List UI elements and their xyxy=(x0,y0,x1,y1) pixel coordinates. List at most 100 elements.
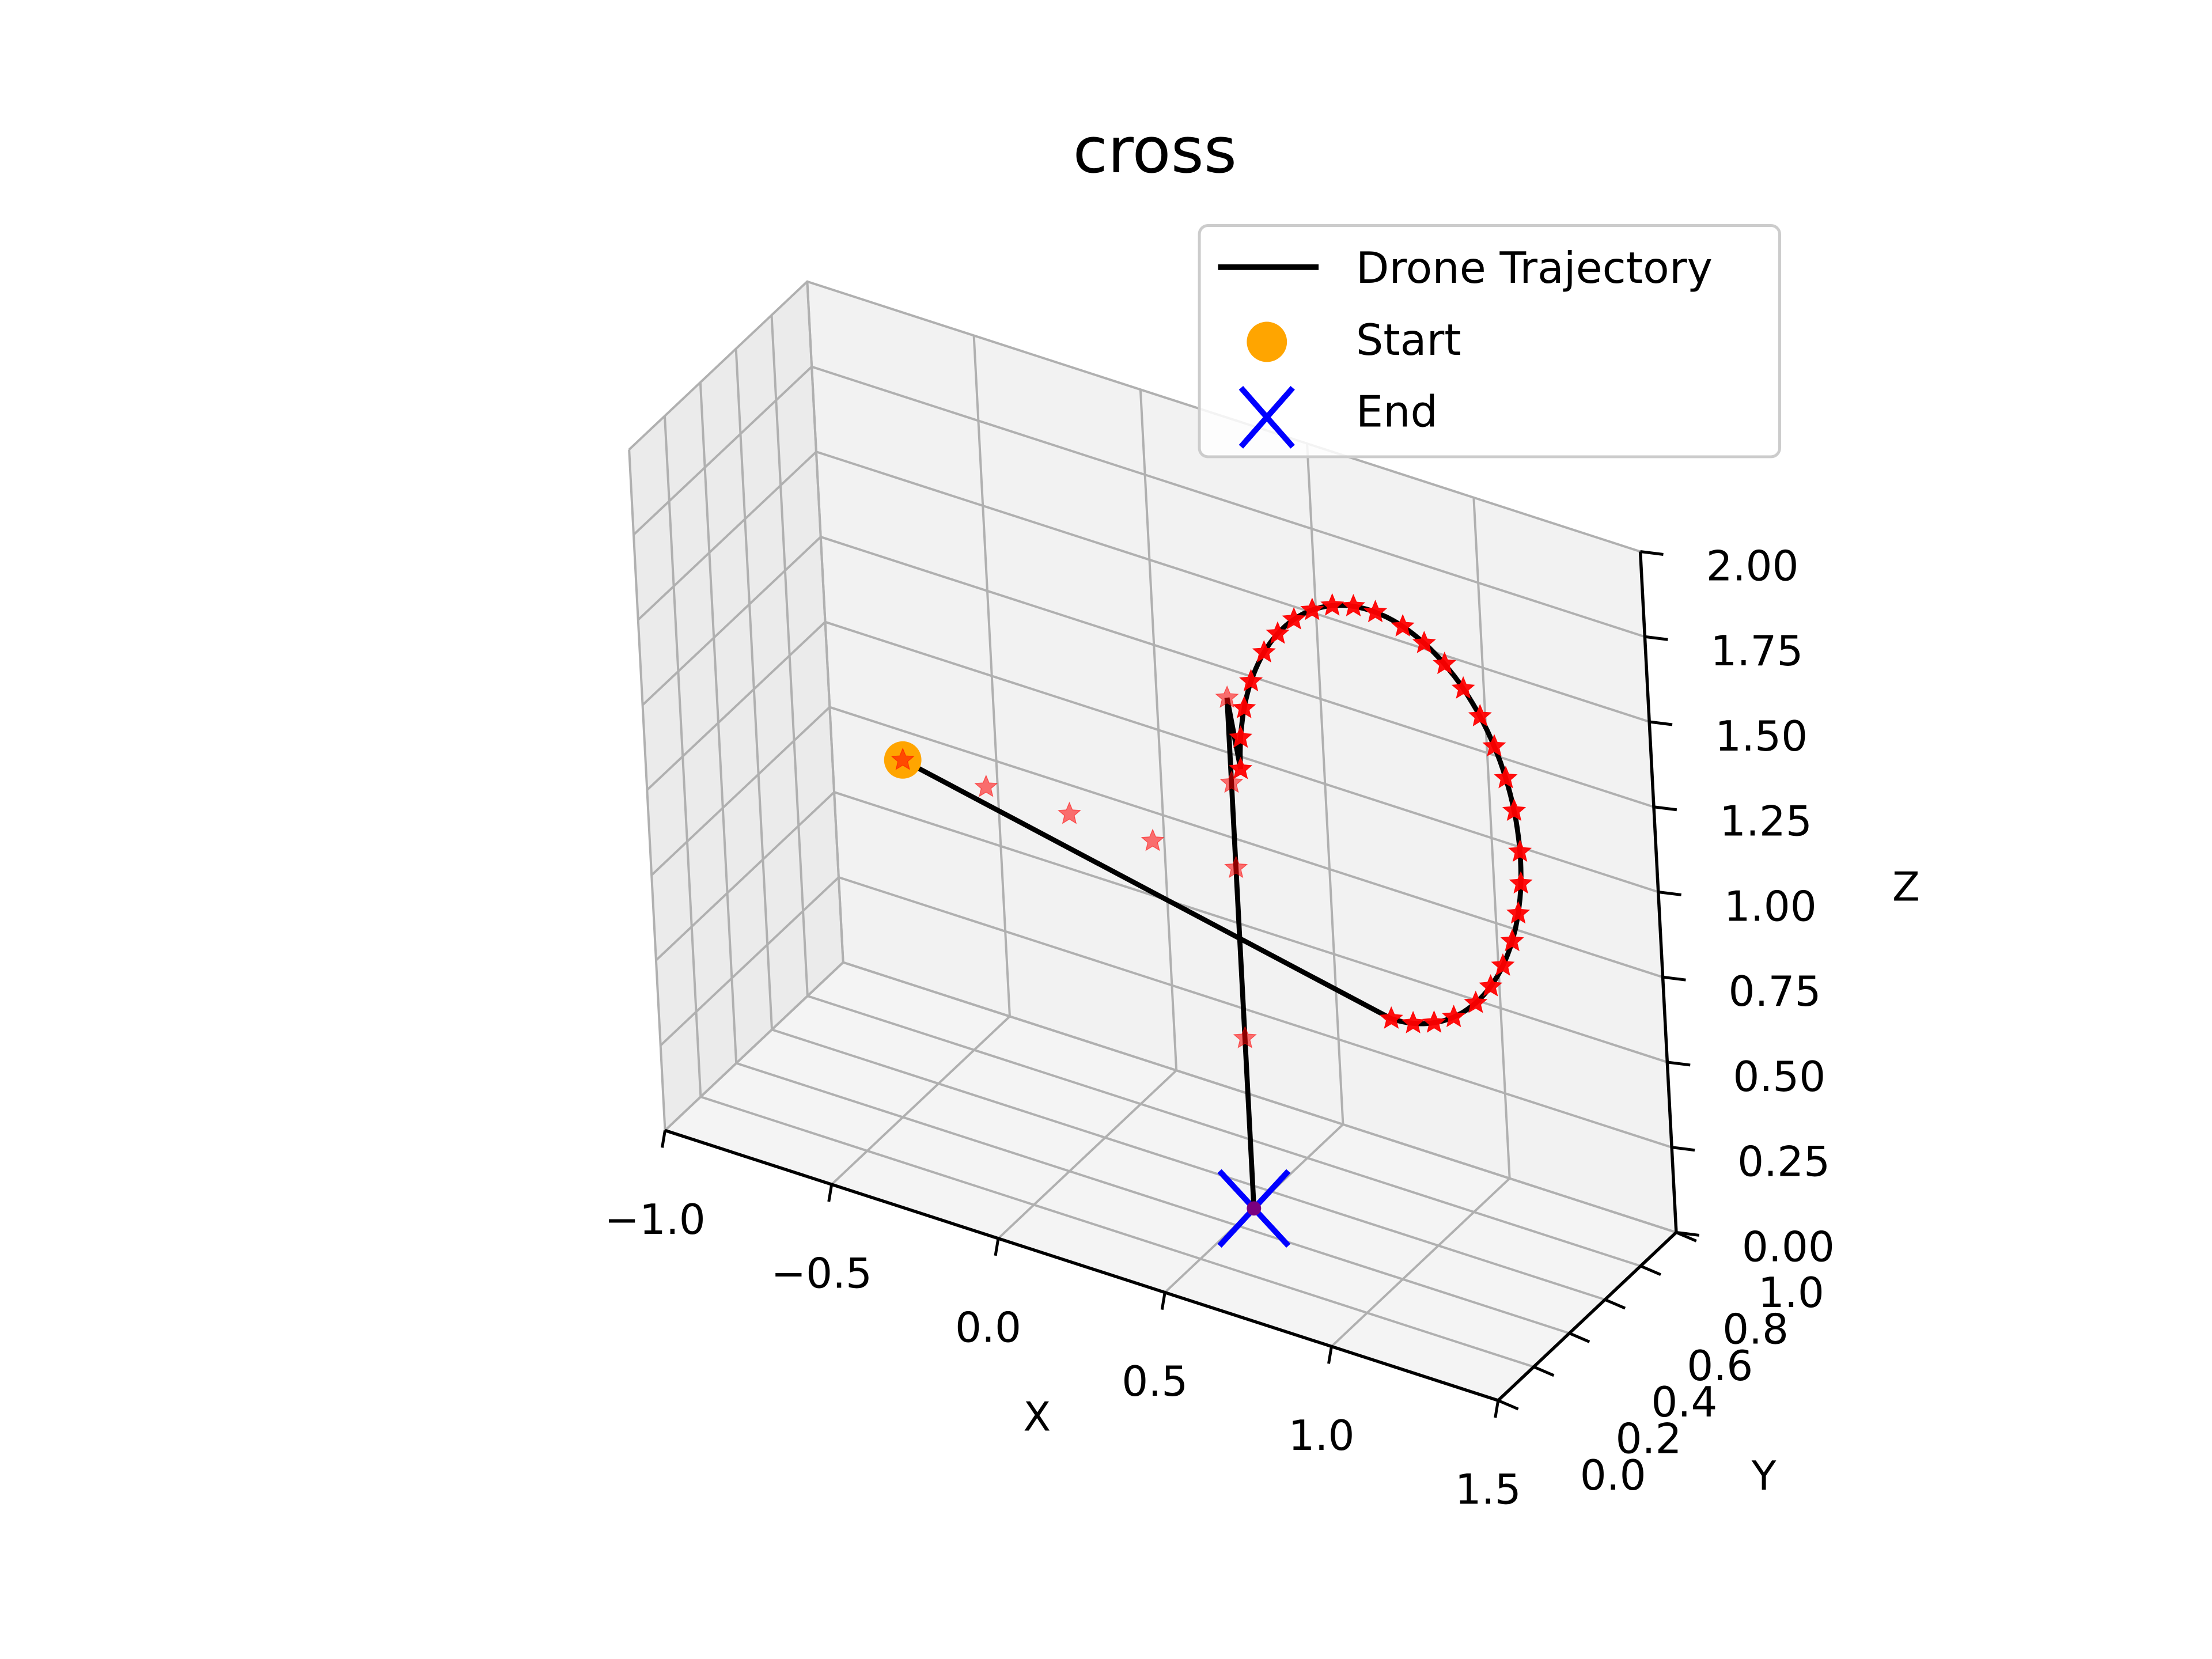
x-tick-label: 0.5 xyxy=(1122,1358,1188,1406)
waypoint-star xyxy=(1379,1006,1403,1029)
waypoint-star xyxy=(1215,685,1239,708)
z-tick-label: 1.00 xyxy=(1724,882,1817,931)
waypoint-star xyxy=(1363,600,1388,623)
y-axis-label: Y xyxy=(1751,1453,1777,1499)
x-tick-label: 1.0 xyxy=(1289,1412,1355,1460)
waypoint-star xyxy=(1057,801,1081,824)
waypoint-star xyxy=(1479,974,1503,997)
waypoint-star xyxy=(1433,652,1457,675)
z-axis-label: Z xyxy=(1892,863,1920,910)
y-tick xyxy=(1497,1399,1519,1411)
waypoint-star xyxy=(1239,669,1263,692)
grid-line-z xyxy=(632,365,1645,638)
x-tick xyxy=(661,1130,666,1148)
grid-line-z xyxy=(664,961,1677,1234)
waypoint-star xyxy=(1229,756,1253,779)
waypoint-star xyxy=(1502,798,1527,821)
waypoint-star xyxy=(1219,770,1244,793)
y-tick-label: 1.0 xyxy=(1758,1269,1824,1317)
waypoint-star xyxy=(1494,766,1518,789)
legend-label-start: Start xyxy=(1356,315,1461,365)
waypoint-star xyxy=(1320,593,1344,616)
z-tick-label: 0.75 xyxy=(1729,968,1821,1016)
y-tick-label: 0.8 xyxy=(1722,1305,1789,1354)
z-tick-label: 0.50 xyxy=(1733,1053,1825,1101)
y-tick xyxy=(1640,1264,1661,1277)
z-tick-label: 1.25 xyxy=(1719,798,1812,846)
waypoint-star xyxy=(1509,871,1533,894)
waypoint-star xyxy=(1232,696,1256,718)
legend: Drone Trajectory Start End xyxy=(1198,224,1781,459)
y-tick xyxy=(1569,1332,1590,1343)
waypoint-star xyxy=(1442,1005,1466,1028)
z-tick xyxy=(1640,550,1664,556)
axis-lines: −1.0−0.50.00.51.01.5 0.00.20.40.60.81.00.… xyxy=(604,542,1835,1514)
grid-line-z xyxy=(650,706,1664,979)
z-tick xyxy=(1649,720,1673,726)
end-marker-center xyxy=(1247,1201,1262,1216)
waypoint-star xyxy=(1401,1010,1425,1033)
waypoint-star xyxy=(1233,1025,1257,1048)
z-tick-label: 0.25 xyxy=(1737,1138,1830,1187)
x-axis-line xyxy=(664,1128,1499,1402)
x-axis-label: X xyxy=(1023,1394,1051,1441)
y-tick xyxy=(1604,1298,1626,1310)
x-tick-label: 1.5 xyxy=(1455,1466,1521,1514)
x-tick xyxy=(1160,1292,1166,1310)
waypoint-star xyxy=(1422,1010,1446,1033)
x-tick xyxy=(994,1238,1000,1256)
waypoint-star xyxy=(974,774,998,797)
waypoint-markers xyxy=(884,593,1533,1248)
x-tick-label: −1.0 xyxy=(604,1196,706,1244)
legend-label-end: End xyxy=(1356,387,1438,437)
z-tick xyxy=(1676,1230,1700,1237)
z-tick-label: 1.75 xyxy=(1710,627,1803,676)
waypoint-star xyxy=(1468,703,1492,727)
y-tick-label: 0.4 xyxy=(1651,1378,1717,1427)
x-tick-label: 0.0 xyxy=(955,1304,1021,1352)
waypoint-star xyxy=(1491,953,1515,976)
waypoint-star xyxy=(1506,901,1531,924)
waypoint-star xyxy=(891,747,915,770)
y-tick xyxy=(1533,1365,1555,1377)
z-tick xyxy=(1671,1146,1695,1152)
waypoint-star xyxy=(1141,828,1165,851)
waypoint-star xyxy=(1464,990,1488,1013)
y-tick-label: 0.2 xyxy=(1616,1415,1682,1463)
grid-line-z xyxy=(655,790,1668,1063)
grid-line-z xyxy=(637,450,1650,723)
legend-start-swatch xyxy=(1247,321,1287,362)
z-tick-label: 0.00 xyxy=(1742,1223,1835,1271)
trajectory-horizontal-arm xyxy=(902,757,1393,1021)
grid-line-z xyxy=(628,280,1641,553)
z-tick xyxy=(1645,635,1668,641)
z-tick xyxy=(1653,805,1677,812)
waypoint-star xyxy=(1229,725,1253,748)
legend-label-trajectory: Drone Trajectory xyxy=(1356,243,1713,293)
x-tick xyxy=(827,1184,834,1202)
grid-line-z xyxy=(642,535,1654,808)
chart-title: cross xyxy=(1073,113,1237,187)
waypoint-star xyxy=(1508,839,1532,862)
x-tick-label: −0.5 xyxy=(771,1250,873,1298)
y-tick-label: 0.0 xyxy=(1580,1452,1646,1500)
z-tick xyxy=(1658,890,1681,896)
waypoint-star xyxy=(1341,593,1366,617)
z-tick xyxy=(1662,975,1686,982)
waypoint-star xyxy=(1391,613,1415,637)
waypoint-star xyxy=(1224,855,1248,878)
legend-end-swatch xyxy=(1238,385,1295,449)
waypoint-star xyxy=(1252,639,1276,663)
legend-box xyxy=(1198,224,1781,459)
waypoint-star xyxy=(1266,621,1290,644)
z-tick-label: 2.00 xyxy=(1706,542,1799,590)
x-tick xyxy=(1494,1400,1500,1418)
z-tick xyxy=(1667,1060,1691,1067)
y-tick-label: 0.6 xyxy=(1687,1342,1753,1391)
waypoint-star xyxy=(1500,929,1524,952)
grid-line-z xyxy=(660,876,1672,1149)
waypoint-star xyxy=(1412,631,1436,653)
z-tick-label: 1.50 xyxy=(1715,713,1808,761)
x-tick xyxy=(1327,1346,1333,1364)
